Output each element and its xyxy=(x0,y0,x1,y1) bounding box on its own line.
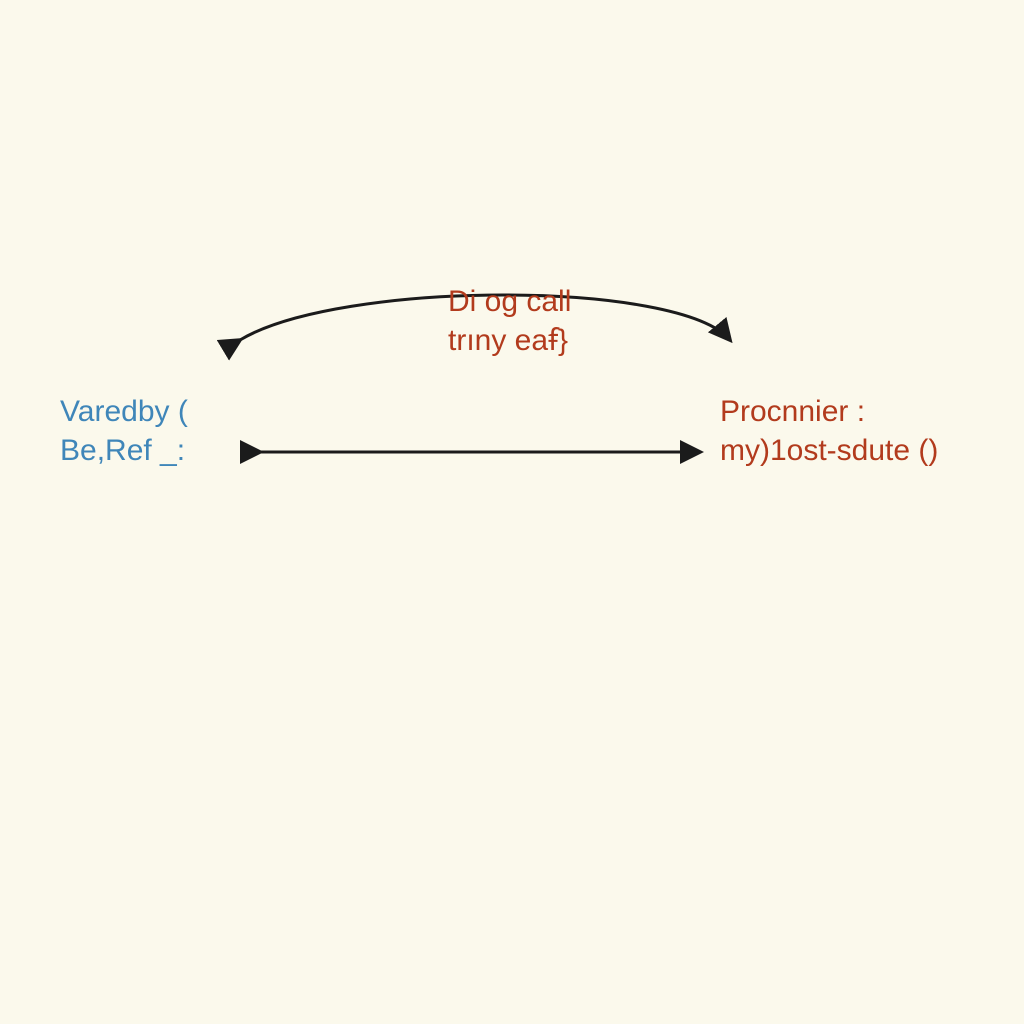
right-node-line2: my)1ost-sdute () xyxy=(720,431,938,470)
top-node: Di og call trıny eaꞙ} xyxy=(448,282,571,360)
diagram-arrows xyxy=(0,0,1024,1024)
right-node: Procnnier : my)1ost-sdute () xyxy=(720,392,938,470)
left-node: Varedby ( Be,Ref _: xyxy=(60,392,188,470)
left-node-line1: Varedby ( xyxy=(60,392,188,431)
diagram-canvas: Di og call trıny eaꞙ} Varedby ( Be,Ref _… xyxy=(0,0,1024,1024)
top-node-line1: Di og call xyxy=(448,282,571,321)
left-node-line2: Be,Ref _: xyxy=(60,431,188,470)
right-node-line1: Procnnier : xyxy=(720,392,938,431)
top-node-line2: trıny eaꞙ} xyxy=(448,321,571,360)
